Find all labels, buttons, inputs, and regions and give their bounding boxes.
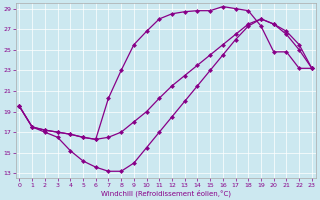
X-axis label: Windchill (Refroidissement éolien,°C): Windchill (Refroidissement éolien,°C) — [101, 189, 231, 197]
